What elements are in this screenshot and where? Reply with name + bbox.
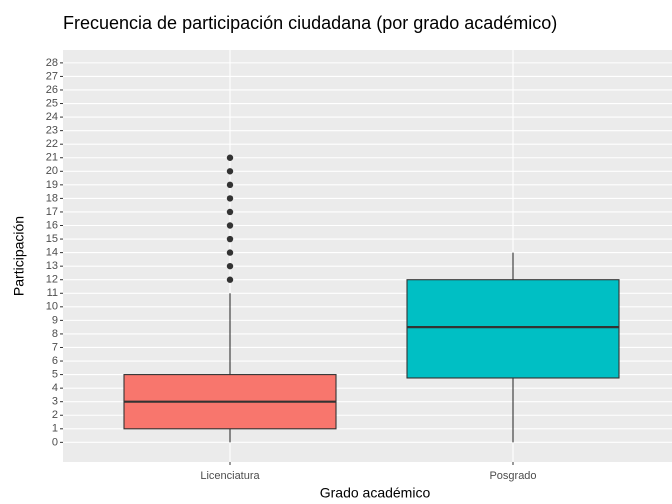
outlier <box>226 195 234 202</box>
y-tick-label: 24 <box>46 111 58 123</box>
y-tick-label: 13 <box>46 260 58 272</box>
y-tick-label: 22 <box>46 138 58 150</box>
outlier <box>226 168 234 175</box>
y-tick-label: 25 <box>46 97 58 109</box>
y-tick-label: 2 <box>52 409 58 421</box>
y-tick-label: 7 <box>52 341 58 353</box>
y-tick-label: 0 <box>52 436 58 448</box>
y-tick-label: 1 <box>52 423 58 435</box>
y-tick-label: 28 <box>46 57 58 69</box>
y-tick-label: 14 <box>46 247 58 259</box>
outlier <box>226 235 234 243</box>
y-tick-label: 16 <box>46 219 58 231</box>
outlier <box>226 262 234 270</box>
chart-title: Frecuencia de participación ciudadana (p… <box>63 13 557 33</box>
y-tick-label: 26 <box>46 84 58 96</box>
y-tick-label: 9 <box>52 314 58 326</box>
outlier <box>226 222 234 229</box>
outlier <box>226 154 234 161</box>
x-tick-label: Posgrado <box>489 470 536 482</box>
y-tick-label: 27 <box>46 70 58 82</box>
x-axis-label: Grado académico <box>320 485 431 501</box>
y-tick-label: 20 <box>46 165 58 177</box>
marks <box>123 154 620 443</box>
y-tick-label: 18 <box>46 192 58 204</box>
outlier <box>226 276 234 283</box>
y-axis-label: Participación <box>11 216 27 296</box>
x-tick-label: Licenciatura <box>200 470 260 482</box>
y-tick-label: 23 <box>46 125 58 137</box>
y-tick-label: 11 <box>47 287 58 299</box>
outlier <box>226 181 234 189</box>
outlier <box>226 249 234 256</box>
box <box>406 279 620 379</box>
y-tick-label: 10 <box>46 301 58 313</box>
y-tick-label: 3 <box>52 396 58 408</box>
outlier <box>226 208 234 216</box>
y-tick-label: 17 <box>46 206 58 218</box>
y-tick-label: 19 <box>46 179 58 191</box>
y-tick-label: 5 <box>52 368 58 380</box>
y-tick-label: 6 <box>52 355 58 367</box>
y-tick-label: 4 <box>52 382 58 394</box>
y-tick-label: 8 <box>52 328 58 340</box>
y-tick-label: 12 <box>46 274 58 286</box>
y-tick-label: 21 <box>46 152 58 164</box>
y-tick-label: 15 <box>46 233 58 245</box>
